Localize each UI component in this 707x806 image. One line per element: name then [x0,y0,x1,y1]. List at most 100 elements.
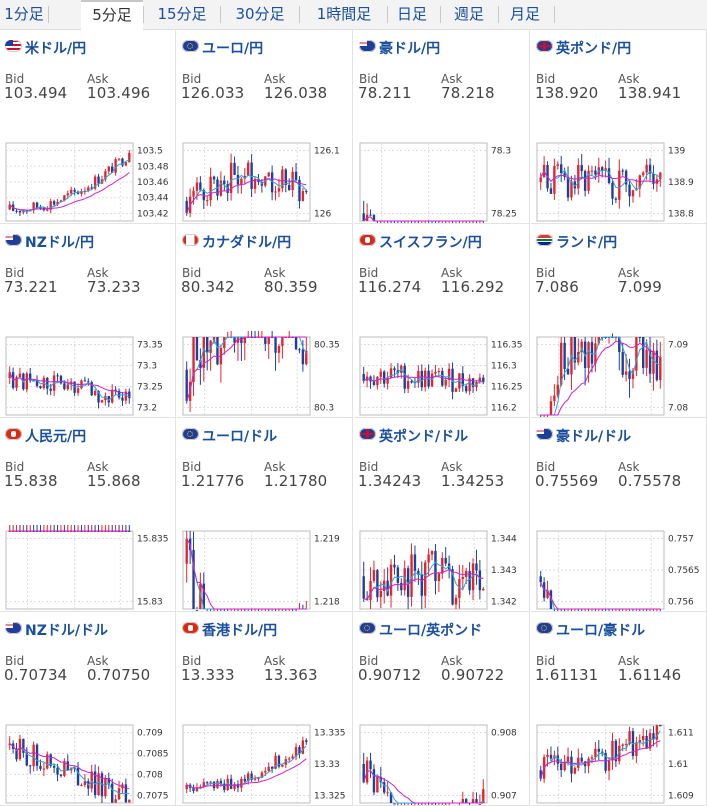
currency-pair-link[interactable]: 豪ドル/ドル [536,426,706,445]
long-moving-average [540,340,661,416]
currency-pair-link[interactable]: NZドル/ドル [5,620,175,639]
y-tick-label: 0.756 [668,597,694,607]
cn-flag-icon [5,428,22,440]
tab-30min[interactable]: 30分足 [235,5,285,23]
candle [223,337,226,355]
flag-stars [187,431,193,437]
candle [461,791,464,803]
candle [93,388,97,396]
candle [73,187,76,196]
chart-frame [536,530,665,610]
candle [195,337,199,361]
candle [393,803,396,805]
currency-pair-link[interactable]: ユーロ/円 [182,38,352,57]
currency-pair-name[interactable]: 豪ドル/ドル [556,429,632,445]
candle [233,337,236,353]
candle [107,772,110,790]
y-tick-label: 0.7085 [137,750,169,760]
flag-union [359,40,367,46]
tab-5min[interactable]: 5分足 [81,0,143,32]
currency-pair-link[interactable]: ユーロ/豪ドル [536,620,706,639]
ask-label: Ask [87,654,109,668]
currency-pair-link[interactable]: スイスフラン/円 [359,232,529,251]
currency-quote-card: 豪ドル/円 Bid Ask 78.211 78.218 78.3 78.25 20:00 21:… [354,30,530,224]
currency-pair-link[interactable]: ランド/円 [536,232,706,251]
tab-1hour[interactable]: 1時間足 [316,5,372,23]
tab-1min[interactable]: 1分足 [4,5,44,23]
currency-pair-link[interactable]: 英ポンド/ドル [359,426,529,445]
chart-frame [182,336,311,416]
currency-pair-link[interactable]: 英ポンド/円 [536,38,706,57]
currency-pair-name[interactable]: ユーロ/円 [202,41,264,57]
currency-pair-name[interactable]: ユーロ/ドル [202,429,278,445]
bid-label: Bid [5,266,25,280]
y-tick-label: 0.907 [491,791,517,801]
currency-pair-link[interactable]: ユーロ/ドル [182,426,352,445]
candle [362,752,365,784]
candle [468,562,471,595]
candle [243,337,246,361]
tab-weekly[interactable]: 週足 [453,5,484,23]
currency-pair-name[interactable]: 人民元/円 [25,429,87,445]
currency-pair-name[interactable]: 豪ドル/円 [379,41,441,57]
currency-pair-link[interactable]: 米ドル/円 [5,38,175,57]
candle [631,367,635,389]
candle [458,564,461,609]
candle [614,738,618,768]
y-tick-label: 13.325 [314,791,346,801]
currency-pair-link[interactable]: ユーロ/英ポンド [359,620,529,639]
bid-value: 0.75569 [535,472,599,490]
currency-pair-name[interactable]: ランド/円 [556,235,618,251]
candle [236,780,240,793]
currency-pair-link[interactable]: 香港ドル/円 [182,620,352,639]
candle [117,158,121,161]
currency-pair-name[interactable]: 英ポンド/ドル [379,429,469,445]
candle [56,763,59,782]
currency-quote-card: ユーロ/英ポンドBidAsk0.907120.907220.9080.90720… [354,612,530,806]
candle [281,165,284,193]
candle [267,172,270,178]
tab-daily[interactable]: 日足 [396,5,427,23]
y-tick-label: 7.09 [668,341,688,351]
candle [376,376,379,390]
candle [437,572,441,593]
chart-frame [536,142,665,222]
candle [549,746,553,762]
currency-pair-name[interactable]: ユーロ/英ポンド [379,623,483,639]
y-tick-label: 126.1 [314,147,340,157]
candle [556,161,559,170]
currency-pair-link[interactable]: 豪ドル/円 [359,38,529,57]
tab-15min[interactable]: 15分足 [157,5,207,23]
currency-pair-link[interactable]: カナダドル/円 [182,232,352,251]
candle [301,736,305,755]
y-tick-label: 15.835 [137,535,169,545]
ask-label: Ask [618,266,640,280]
eu-flag-icon [536,622,553,634]
currency-pair-name[interactable]: NZドル/円 [25,235,94,251]
candle [107,395,110,408]
currency-pair-link[interactable]: 人民元/円 [5,426,175,445]
currency-pair-link[interactable]: NZドル/円 [5,232,175,251]
bid-label: Bid [359,266,379,280]
ask-label: Ask [618,72,640,86]
currency-pair-name[interactable]: 香港ドル/円 [202,623,278,639]
y-tick-label: 73.3 [137,362,157,372]
candle [614,196,618,204]
y-tick-label: 80.3 [314,403,334,413]
y-tick-label: 0.708 [137,770,163,780]
currency-quote-card: NZドル/ドル Bid Ask 0.70734 0.70750 0.709 0.7085 0.… [0,612,176,806]
candle [482,374,485,385]
currency-pair-name[interactable]: 米ドル/円 [25,41,87,57]
currency-pair-name[interactable]: NZドル/ドル [25,623,108,639]
us-flag-icon [5,40,22,52]
currency-pair-name[interactable]: ユーロ/豪ドル [556,623,646,639]
candle [389,363,393,379]
currency-pair-name[interactable]: 英ポンド/円 [556,41,632,57]
candle [29,764,32,774]
currency-pair-name[interactable]: スイスフラン/円 [379,235,482,251]
candle [247,160,250,176]
currency-pair-name[interactable]: カナダドル/円 [202,235,292,251]
za-flag-icon [536,234,553,246]
candle [39,385,42,390]
tab-monthly[interactable]: 月足 [509,5,540,23]
